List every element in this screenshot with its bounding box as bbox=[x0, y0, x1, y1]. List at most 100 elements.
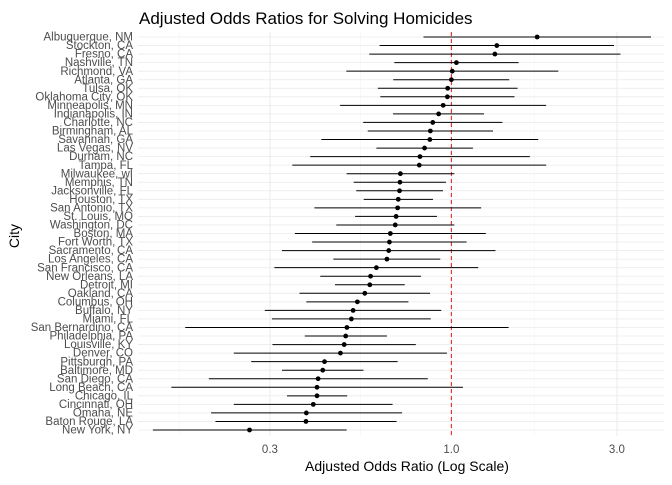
y-tick-label: Columbus, OH bbox=[58, 296, 133, 308]
or-point bbox=[393, 214, 399, 219]
y-tick-label: Oklahoma City, OK bbox=[35, 91, 133, 103]
y-tick-label: Houston, TX bbox=[69, 194, 133, 206]
y-tick-label: Tampa, FL bbox=[79, 160, 134, 172]
data-points bbox=[247, 34, 540, 433]
x-tick-labels: 0.3 1.0 3.0 bbox=[262, 444, 625, 456]
y-tick-label: Minneapolis, MN bbox=[47, 100, 133, 112]
y-tick-label: Albuquerque, NM bbox=[44, 32, 134, 44]
y-tick-label: Las Vegas, NV bbox=[57, 143, 133, 155]
y-tick-label: Richmond, VA bbox=[60, 66, 133, 78]
y-tick-label: Chicago, IL bbox=[75, 390, 134, 402]
or-point bbox=[430, 120, 436, 125]
y-tick-label: Detroit, MI bbox=[80, 279, 133, 291]
y-tick-label: Savannah, GA bbox=[58, 134, 133, 146]
or-point bbox=[397, 171, 403, 177]
x-tick-label: 3.0 bbox=[609, 444, 625, 456]
or-point bbox=[427, 128, 433, 134]
or-point bbox=[436, 111, 442, 117]
y-tick-label: New Orleans, LA bbox=[46, 271, 133, 283]
or-point bbox=[444, 94, 450, 100]
y-tick-label: Pittsburgh, PA bbox=[60, 356, 133, 368]
y-tick-label: Buffalo, NY bbox=[75, 305, 133, 317]
or-point bbox=[448, 77, 454, 83]
or-point bbox=[494, 43, 500, 48]
y-tick-label: Philadelphia, PA bbox=[49, 331, 133, 343]
x-tick-label: 1.0 bbox=[443, 444, 459, 456]
or-point bbox=[417, 154, 423, 160]
or-point bbox=[344, 325, 350, 330]
y-tick-label: Baltimore, MD bbox=[60, 365, 133, 377]
or-point bbox=[445, 85, 451, 91]
y-tick-label: San Diego, CA bbox=[57, 373, 133, 385]
or-point bbox=[440, 102, 446, 108]
or-point bbox=[422, 145, 427, 151]
y-tick-label: Durham, NC bbox=[69, 151, 133, 163]
or-point bbox=[362, 290, 368, 296]
y-tick-label: Louisville, KY bbox=[64, 339, 133, 351]
y-tick-label: San Bernardino, CA bbox=[31, 322, 134, 334]
chart-title: Adjusted Odds Ratios for Solving Homicid… bbox=[139, 9, 473, 28]
or-point bbox=[395, 196, 401, 202]
y-tick-label: Indianapolis, IN bbox=[54, 108, 133, 120]
y-tick-label: San Antonio, TX bbox=[50, 202, 133, 214]
or-point bbox=[449, 68, 455, 74]
or-point bbox=[322, 359, 327, 365]
y-tick-label: Cincinnati, OH bbox=[59, 399, 133, 411]
y-tick-label: Long Beach, CA bbox=[49, 382, 133, 394]
or-point bbox=[343, 333, 349, 339]
y-tick-label: St. Louis, MO bbox=[63, 211, 133, 223]
y-tick-label: Los Angeles, CA bbox=[48, 254, 133, 266]
or-point bbox=[387, 231, 393, 236]
or-point bbox=[314, 384, 320, 390]
or-point bbox=[350, 307, 356, 313]
or-point bbox=[384, 256, 390, 262]
y-tick-label: Tulsa, OK bbox=[82, 83, 133, 95]
y-tick-label: Sacramento, CA bbox=[49, 245, 134, 257]
or-point bbox=[314, 393, 320, 399]
or-point bbox=[338, 350, 343, 356]
y-tick-label: Baton Rouge, LA bbox=[45, 416, 133, 428]
or-point bbox=[348, 316, 354, 322]
or-point bbox=[315, 376, 321, 382]
y-tick-label: Memphis, TN bbox=[65, 177, 133, 189]
or-point bbox=[454, 60, 459, 66]
or-point bbox=[310, 401, 316, 407]
or-point bbox=[320, 367, 326, 373]
or-point bbox=[373, 265, 379, 271]
or-point bbox=[341, 342, 347, 347]
or-point bbox=[397, 179, 403, 185]
y-tick-label: San Francisco, CA bbox=[37, 262, 133, 274]
y-tick-label: Jacksonville, FL bbox=[51, 185, 133, 197]
or-point bbox=[247, 427, 252, 433]
y-tick-label: Birmingham, AL bbox=[52, 126, 134, 138]
or-point bbox=[386, 248, 392, 253]
y-tick-label: Oakland, CA bbox=[68, 288, 134, 300]
y-tick-label: Stockton, CA bbox=[66, 40, 133, 52]
or-point bbox=[354, 299, 360, 305]
y-tick-label: Miami, FL bbox=[83, 314, 134, 326]
or-point bbox=[492, 51, 498, 57]
y-tick-label: Fort Worth, TX bbox=[58, 237, 133, 249]
y-tick-label: Fresno, CA bbox=[75, 49, 133, 61]
y-tick-label: Atlanta, GA bbox=[74, 74, 133, 86]
x-tick-label: 0.3 bbox=[262, 444, 278, 456]
y-tick-label: Denver, CO bbox=[73, 348, 133, 360]
y-tick-label: Nashville, TN bbox=[65, 57, 133, 69]
x-axis-title: Adjusted Odds Ratio (Log Scale) bbox=[305, 458, 509, 474]
y-tick-label: Charlotte, NC bbox=[63, 117, 133, 129]
or-point bbox=[368, 273, 373, 279]
or-point bbox=[416, 162, 422, 168]
or-point bbox=[367, 282, 373, 288]
y-axis-title: City bbox=[6, 224, 22, 248]
or-point bbox=[392, 222, 398, 228]
or-point bbox=[397, 188, 402, 194]
or-point bbox=[303, 410, 309, 416]
y-tick-label: Milwaukee, wI bbox=[61, 168, 133, 180]
y-tick-label: Washington, DC bbox=[50, 220, 133, 232]
y-tick-label: Omaha, NE bbox=[73, 408, 133, 420]
or-point bbox=[303, 419, 309, 424]
y-tick-label: Boston, MA bbox=[74, 228, 134, 240]
